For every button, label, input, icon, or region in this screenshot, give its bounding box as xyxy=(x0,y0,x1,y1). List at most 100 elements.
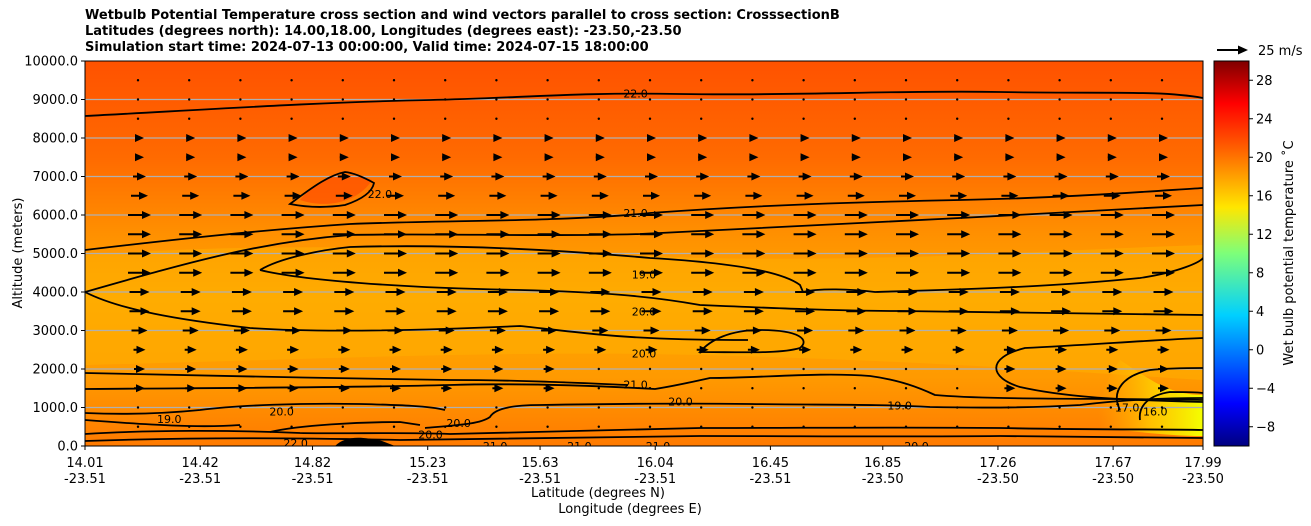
wind-vector xyxy=(489,326,506,335)
wind-vector xyxy=(135,153,144,162)
wind-vector xyxy=(1049,249,1073,258)
wind-vector xyxy=(691,249,715,258)
x-tick-label-lat: 17.26 xyxy=(979,456,1016,471)
contour-lines xyxy=(85,90,1203,442)
wind-vector xyxy=(491,172,505,181)
wind-vector xyxy=(392,117,396,120)
wind-vector xyxy=(904,98,908,101)
contour-label: 20.0 xyxy=(668,396,693,409)
chart-title-line-1: Wetbulb Potential Temperature cross sect… xyxy=(85,8,840,23)
wind-vector xyxy=(956,425,959,428)
wind-vector xyxy=(182,191,200,200)
wind-vector xyxy=(1157,345,1170,354)
wind-vector xyxy=(851,153,861,162)
wind-vector xyxy=(998,249,1022,258)
wind-vector xyxy=(487,307,508,316)
wind-vector xyxy=(1103,191,1121,200)
wind-vector xyxy=(698,153,708,162)
wind-vector xyxy=(184,172,198,181)
wind-vector xyxy=(1160,79,1164,82)
wind-vector xyxy=(947,211,971,219)
plot-area: 22.022.021.019.020.020.021.020.0 19.019.0… xyxy=(85,61,1203,446)
wind-vector xyxy=(230,211,254,219)
wind-vector xyxy=(1052,191,1070,200)
wind-vector xyxy=(795,288,816,296)
wind-vector xyxy=(648,79,652,82)
wind-vector xyxy=(487,288,508,296)
contour-label: 21.0 xyxy=(623,207,648,220)
wind-vector xyxy=(287,384,299,393)
wind-vector xyxy=(947,268,971,277)
wind-vector xyxy=(1159,153,1168,162)
wind-vector xyxy=(742,249,766,258)
wind-vector xyxy=(853,406,856,409)
wind-vector xyxy=(999,288,1020,296)
colorbar-tick-label: −4 xyxy=(1256,382,1275,397)
contour-label: 19.0 xyxy=(157,413,182,426)
wind-vector xyxy=(751,79,754,82)
x-tick-label-lat: 15.63 xyxy=(521,456,558,471)
wind-vector xyxy=(1001,326,1018,335)
wind-vector xyxy=(844,268,868,277)
wind-vector xyxy=(802,406,805,409)
wind-vector xyxy=(543,345,556,354)
wind-vector xyxy=(1055,384,1067,393)
wind-vector xyxy=(384,249,407,258)
wind-vector xyxy=(742,230,766,239)
wind-vector xyxy=(1159,134,1168,142)
wind-vectors xyxy=(128,79,1175,428)
wind-vector xyxy=(648,98,652,101)
wind-vector xyxy=(802,98,805,101)
x-tick-label-lon: -23.51 xyxy=(179,472,221,487)
wind-vector xyxy=(133,345,146,354)
wind-vector xyxy=(287,365,299,373)
x-tick-label-lon: -23.50 xyxy=(1092,472,1134,487)
wind-vector xyxy=(444,98,447,101)
wind-vector xyxy=(802,117,805,120)
wind-vector xyxy=(134,365,145,373)
wind-vector xyxy=(904,367,908,371)
wind-vector xyxy=(285,326,302,335)
wind-vector xyxy=(700,79,703,82)
y-tick-label: 8000.0 xyxy=(33,132,79,147)
wind-vector xyxy=(800,134,810,142)
contour-label: 20.0 xyxy=(446,417,471,430)
wind-vector xyxy=(1100,211,1124,219)
wind-vector xyxy=(188,406,191,409)
wind-vector xyxy=(1152,249,1175,258)
wind-vector xyxy=(495,98,498,101)
wind-vector xyxy=(334,307,355,316)
wind-vector xyxy=(493,134,503,142)
wind-vector xyxy=(696,172,710,181)
x-tick-label-lat: 14.82 xyxy=(294,456,331,471)
wind-vector xyxy=(440,172,454,181)
wind-vector xyxy=(338,365,350,373)
wind-vector xyxy=(539,307,560,316)
wind-vector xyxy=(133,172,146,181)
wind-vector xyxy=(391,153,400,162)
wind-vector xyxy=(440,345,453,354)
wind-vector xyxy=(1152,211,1175,219)
wind-vector xyxy=(389,345,402,354)
colorbar-label: Wet bulb potential temperature ˚C xyxy=(1281,140,1297,365)
wind-vector xyxy=(700,425,703,428)
wind-vector xyxy=(698,134,708,142)
wind-vector xyxy=(444,79,447,82)
wind-vector xyxy=(546,117,549,120)
wind-vector xyxy=(385,288,406,296)
wind-vector xyxy=(239,117,242,120)
wind-vector xyxy=(281,249,305,258)
wind-vector xyxy=(640,230,663,239)
wind-vector xyxy=(288,134,298,142)
wind-vector xyxy=(700,406,703,409)
x-tick-label-lon: -23.50 xyxy=(1182,472,1224,487)
wind-vector xyxy=(438,191,456,200)
wind-vector xyxy=(588,249,612,258)
wind-vector xyxy=(597,406,600,409)
wind-vector xyxy=(853,425,856,428)
wind-vector xyxy=(444,406,447,409)
wind-vector xyxy=(947,230,971,239)
wind-vector xyxy=(179,268,203,277)
y-tick-label: 2000.0 xyxy=(33,363,79,378)
wind-vector xyxy=(591,191,609,200)
